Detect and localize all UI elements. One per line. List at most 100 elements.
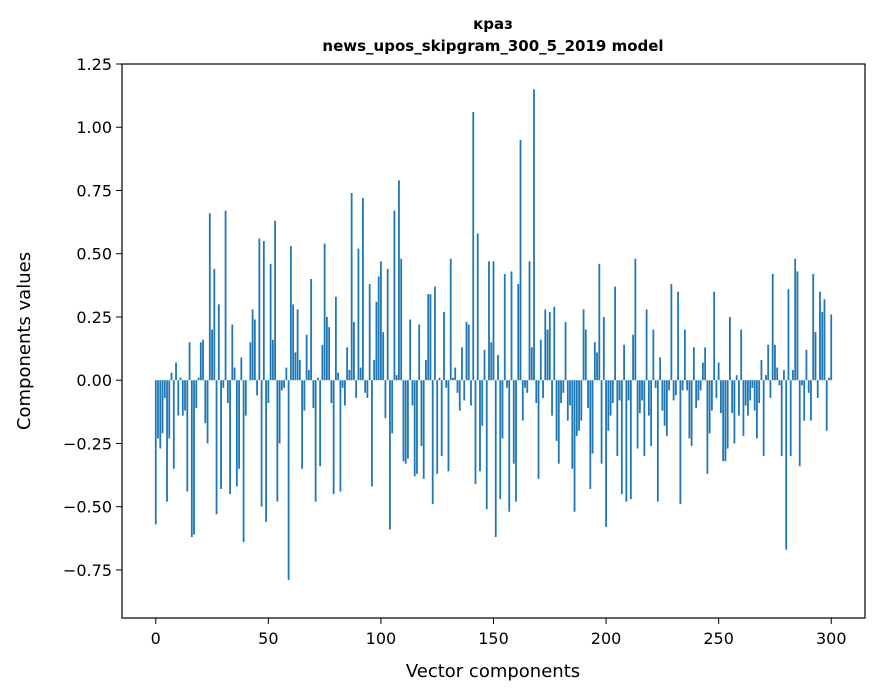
bar-295 xyxy=(819,291,821,381)
bar-30 xyxy=(222,380,225,388)
bar-117 xyxy=(418,324,421,381)
bar-84 xyxy=(344,380,346,406)
bar-216 xyxy=(641,380,643,401)
bar-249 xyxy=(715,380,718,398)
bar-255 xyxy=(729,316,731,381)
bar-165 xyxy=(526,380,529,393)
bar-189 xyxy=(580,380,583,421)
bar-194 xyxy=(591,380,594,454)
bar-1 xyxy=(157,380,159,439)
bar-280 xyxy=(785,380,788,550)
x-tick-label: 200 xyxy=(591,629,622,648)
bar-192 xyxy=(587,380,589,409)
bar-254 xyxy=(726,380,729,449)
bar-284 xyxy=(794,258,797,381)
x-tick-label: 250 xyxy=(703,629,734,648)
bar-252 xyxy=(722,380,725,462)
bar-283 xyxy=(792,370,794,381)
bar-120 xyxy=(425,359,427,381)
bar-285 xyxy=(796,271,799,381)
bar-294 xyxy=(816,380,819,398)
bar-241 xyxy=(697,380,700,401)
bar-268 xyxy=(758,380,761,403)
x-axis-ticks: 0 50 100 150 200 250 300 xyxy=(151,618,847,648)
bar-146 xyxy=(483,349,486,381)
bar-145 xyxy=(481,380,484,426)
bar-170 xyxy=(537,380,540,479)
bar-70 xyxy=(312,380,315,409)
bar-46 xyxy=(258,238,261,381)
bar-293 xyxy=(814,332,817,381)
bar-152 xyxy=(497,354,499,381)
chart-subtitle: news_upos_skipgram_300_5_2019 model xyxy=(322,37,663,55)
x-tick-label: 100 xyxy=(366,629,397,648)
bar-103 xyxy=(386,268,389,381)
bar-272 xyxy=(767,344,770,381)
bar-106 xyxy=(393,210,396,381)
bar-224 xyxy=(659,357,662,381)
bar-208 xyxy=(623,344,625,381)
bar-11 xyxy=(179,377,182,381)
bar-279 xyxy=(783,370,785,381)
bar-102 xyxy=(384,380,387,419)
bar-282 xyxy=(789,380,792,457)
bar-171 xyxy=(539,339,542,381)
bar-29 xyxy=(220,380,222,489)
bar-58 xyxy=(285,367,288,381)
bar-131 xyxy=(449,258,452,381)
bar-61 xyxy=(292,304,295,381)
bar-81 xyxy=(337,372,340,381)
bar-121 xyxy=(427,294,430,381)
bar-125 xyxy=(436,380,439,474)
bar-69 xyxy=(310,279,313,381)
bar-156 xyxy=(506,380,508,388)
bar-247 xyxy=(711,380,713,411)
bar-178 xyxy=(555,380,558,441)
bar-198 xyxy=(600,380,603,464)
bar-289 xyxy=(805,349,808,381)
bar-140 xyxy=(470,380,472,406)
bar-144 xyxy=(479,380,481,472)
y-tick-label: −0.50 xyxy=(63,498,112,517)
bar-195 xyxy=(593,342,596,381)
bar-271 xyxy=(765,375,767,381)
bar-26 xyxy=(213,268,216,381)
bar-191 xyxy=(584,329,587,381)
bar-94 xyxy=(366,380,369,398)
bar-104 xyxy=(389,380,391,530)
bar-111 xyxy=(404,380,407,464)
bar-260 xyxy=(740,329,743,381)
bar-42 xyxy=(249,342,252,381)
y-axis-label: Components values xyxy=(14,252,35,430)
bar-267 xyxy=(756,380,758,439)
bars-group xyxy=(154,89,833,581)
bar-212 xyxy=(632,334,634,381)
bar-75 xyxy=(323,243,326,381)
bar-219 xyxy=(647,380,650,416)
bar-91 xyxy=(359,367,362,381)
bar-150 xyxy=(492,261,495,381)
bar-8 xyxy=(172,380,175,469)
bar-274 xyxy=(771,273,774,381)
bar-7 xyxy=(170,372,173,381)
bar-25 xyxy=(211,329,213,381)
bar-3 xyxy=(161,380,164,434)
bar-14 xyxy=(186,380,189,492)
bar-237 xyxy=(688,380,691,439)
bar-243 xyxy=(701,362,704,381)
bar-44 xyxy=(253,319,256,381)
bar-239 xyxy=(692,347,695,381)
bar-59 xyxy=(287,380,290,581)
bar-162 xyxy=(519,139,522,381)
bar-129 xyxy=(445,380,448,388)
bar-244 xyxy=(704,347,707,381)
bar-79 xyxy=(332,380,335,495)
bar-57 xyxy=(283,380,286,388)
bar-181 xyxy=(562,380,565,393)
bar-139 xyxy=(467,324,470,381)
bar-292 xyxy=(812,273,815,381)
bar-269 xyxy=(760,359,763,381)
bar-168 xyxy=(533,89,535,381)
bar-54 xyxy=(276,380,279,502)
